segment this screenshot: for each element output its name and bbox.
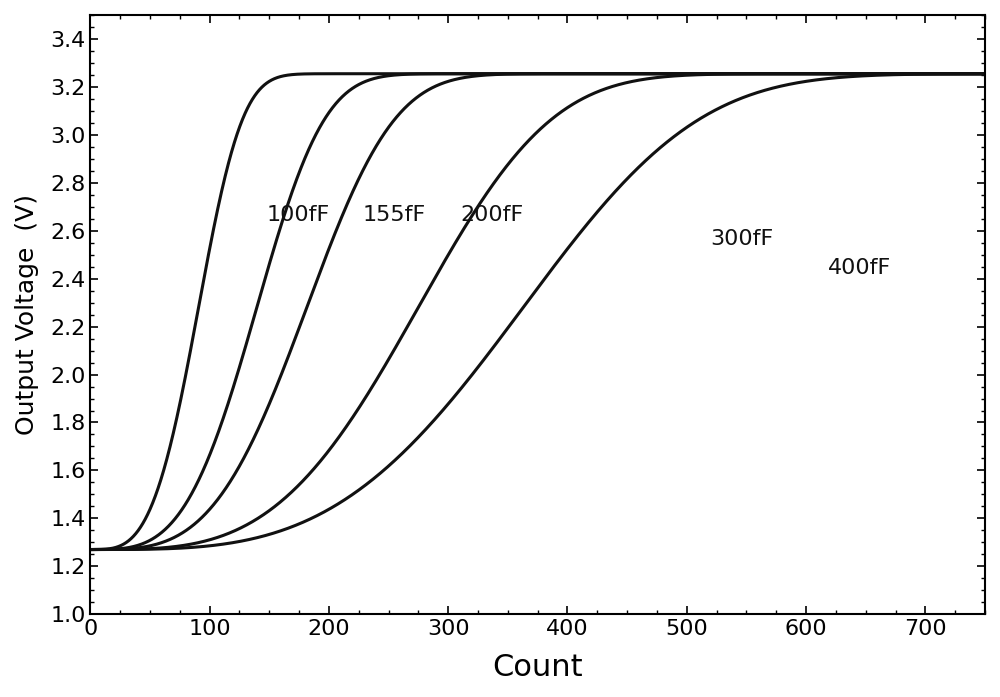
X-axis label: Count: Count (492, 653, 583, 682)
Text: 200fF: 200fF (460, 205, 523, 225)
Text: 100fF: 100fF (267, 205, 330, 225)
Y-axis label: Output Voltage  (V): Output Voltage (V) (15, 194, 39, 435)
Text: 400fF: 400fF (828, 258, 891, 278)
Text: 155fF: 155fF (362, 205, 426, 225)
Text: 300fF: 300fF (711, 229, 774, 249)
